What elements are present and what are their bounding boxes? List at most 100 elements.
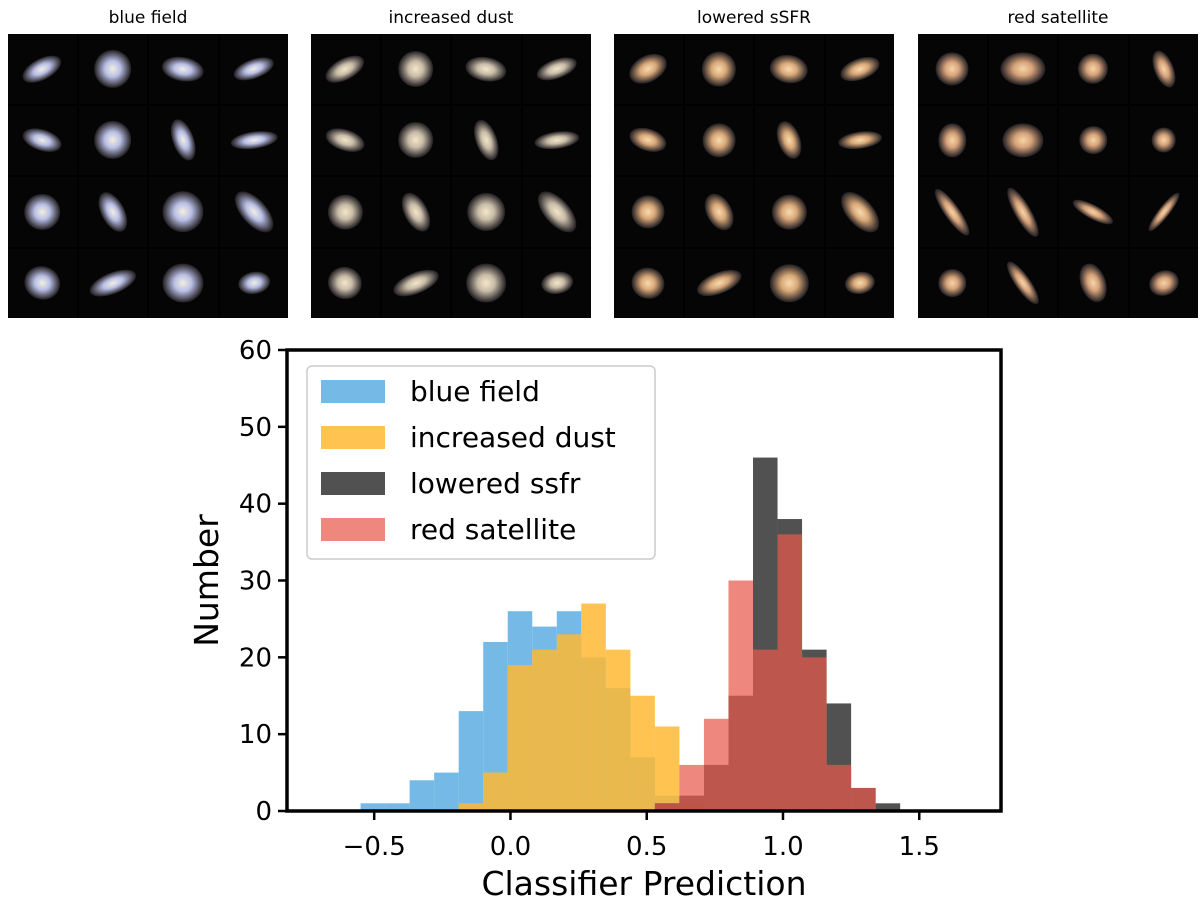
galaxy-image-grid [311,34,591,318]
galaxy-blob [1002,123,1044,157]
legend-swatch [321,426,385,449]
galaxy-thumbnail [8,34,77,104]
galaxy-blob [466,263,507,303]
galaxy-thumbnail [311,177,380,247]
galaxy-thumbnail [219,248,288,318]
galaxy-thumbnail [8,177,77,247]
galaxy-blob [328,194,363,230]
histogram-bar [777,534,803,811]
y-axis-label: Number [187,514,226,647]
galaxy-thumbnail [381,34,450,104]
galaxy-thumbnail [452,34,521,104]
galaxy-blob [467,192,506,231]
galaxy-thumbnail [522,105,591,175]
legend-swatch [321,380,385,403]
histogram-bar [851,787,876,811]
legend-swatch [321,472,385,495]
histogram-bar [360,803,386,811]
histogram-bar [875,803,901,811]
histogram-bar [630,695,655,811]
legend-label: increased dust [410,421,616,454]
galaxy-blob [1078,53,1109,85]
galaxy-blob [935,52,969,86]
galaxy-thumbnail [918,248,987,318]
galaxy-blob [772,194,807,230]
galaxy-thumbnail [684,248,753,318]
galaxy-thumbnail [78,177,147,247]
galaxy-image-grid [8,34,288,318]
galaxy-thumbnail [988,177,1057,247]
y-tick-label: 40 [239,490,272,520]
legend-box [306,365,656,560]
galaxy-thumbnail [988,248,1057,318]
galaxy-thumbnail [614,34,683,104]
galaxy-thumbnail [78,105,147,175]
galaxy-thumbnail [8,105,77,175]
galaxy-thumbnail [918,105,987,175]
galaxy-thumbnail [825,105,894,175]
galaxy-blob [397,122,434,159]
galaxy-thumbnail [522,177,591,247]
galaxy-blob [93,49,132,88]
galaxy-blob [397,50,434,87]
histogram-bar [556,634,582,811]
galaxy-thumbnail [1059,177,1128,247]
galaxy-thumbnail [918,177,987,247]
x-axis-label: Classifier Prediction [481,864,806,903]
galaxy-blob [93,121,132,160]
histogram-bar [654,726,680,811]
galaxy-thumbnail [1059,248,1128,318]
galaxy-thumbnail [522,248,591,318]
histogram-bar [507,665,533,811]
x-tick-label: 0.0 [490,832,531,862]
galaxy-thumbnail [684,34,753,104]
histogram-bar [679,764,704,811]
galaxy-thumbnail [1129,105,1198,175]
galaxy-blob [1151,127,1177,153]
galaxy-thumbnail [1129,34,1198,104]
galaxy-image-grid [918,34,1198,318]
histogram-bar [728,580,754,811]
x-tick-label: 1.0 [762,832,803,862]
galaxy-thumbnail [311,34,380,104]
galaxy-blob [702,123,736,157]
galaxy-thumbnail [918,34,987,104]
galaxy-thumbnail [381,177,450,247]
galaxy-thumbnail [1059,34,1128,104]
galaxy-thumbnail [381,248,450,318]
galaxy-thumbnail [149,177,218,247]
galaxy-thumbnail [614,177,683,247]
galaxy-thumbnail [452,177,521,247]
galaxy-thumbnail [452,248,521,318]
galaxy-thumbnail [755,177,824,247]
galaxy-thumbnail [825,248,894,318]
galaxy-thumbnail [614,248,683,318]
galaxy-thumbnail [1129,177,1198,247]
panel-title: blue field [108,8,188,28]
galaxy-blob [701,51,736,87]
galaxy-thumbnail [988,105,1057,175]
galaxy-thumbnail [8,248,77,318]
y-tick-label: 10 [239,720,272,750]
galaxy-image-grid [614,34,894,318]
galaxy-thumbnail [755,105,824,175]
histogram-bar [483,772,508,811]
galaxy-thumbnail [311,105,380,175]
galaxy-thumbnail [219,105,288,175]
histogram-bar [434,772,459,811]
histogram-bar [532,649,557,811]
galaxy-thumbnail [219,34,288,104]
galaxy-thumbnail [78,34,147,104]
galaxy-thumbnail [684,177,753,247]
galaxy-thumbnail [78,248,147,318]
galaxy-thumbnail [149,34,218,104]
legend-label: blue field [410,375,540,408]
galaxy-thumbnail [988,34,1057,104]
histogram-bar [654,803,680,811]
legend-label: lowered ssfr [410,467,581,500]
galaxy-blob [162,263,204,303]
panel-title: increased dust [388,8,514,28]
histogram-bar [409,780,435,811]
galaxy-thumbnail [311,248,380,318]
